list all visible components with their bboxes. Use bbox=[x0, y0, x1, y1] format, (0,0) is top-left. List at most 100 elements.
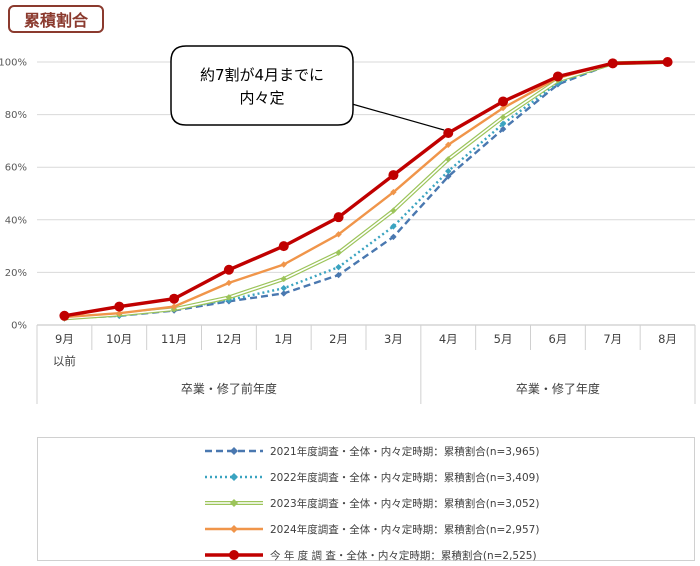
legend-entry: 2021年度調査・全体・内々定時期：累積割合(n=3,965) bbox=[38, 442, 694, 462]
y-tick-label: 20% bbox=[5, 268, 27, 279]
x-tick-label: 12月 bbox=[216, 332, 242, 346]
y-tick-label: 0% bbox=[11, 321, 27, 332]
legend-label: 2022年度調査・全体・内々定時期：累積割合(n=3,409) bbox=[270, 472, 540, 484]
data-point bbox=[116, 309, 123, 317]
x-tick-label: 6月 bbox=[549, 332, 568, 346]
gridlines bbox=[37, 61, 695, 326]
data-point bbox=[499, 125, 507, 133]
y-axis-ticks: 0% 20% 40% 60% 80% 100% bbox=[0, 58, 27, 332]
data-point bbox=[280, 284, 287, 292]
legend-swatch bbox=[205, 447, 263, 455]
data-point bbox=[335, 231, 342, 238]
y-tick-label: 60% bbox=[5, 163, 27, 174]
callout-bubble bbox=[170, 45, 354, 126]
legend-entry: 2022年度調査・全体・内々定時期：累積割合(n=3,409) bbox=[38, 468, 694, 488]
x-tick-label: 9月 bbox=[55, 332, 74, 346]
y-tick-label: 40% bbox=[5, 215, 27, 226]
x-group-label: 卒業・修了年度 bbox=[516, 381, 600, 396]
data-point bbox=[170, 303, 178, 310]
legend-entry: 2023年度調査・全体・内々定時期：累積割合(n=3,052) bbox=[38, 494, 694, 514]
data-point bbox=[230, 447, 238, 455]
legend: 2021年度調査・全体・内々定時期：累積割合(n=3,965) 2022年度調査・… bbox=[37, 437, 695, 562]
series bbox=[59, 57, 673, 321]
callout-pointer bbox=[344, 101, 445, 131]
data-point bbox=[335, 249, 342, 256]
series-line-inner bbox=[64, 61, 668, 320]
series bbox=[61, 58, 671, 321]
data-point bbox=[278, 241, 289, 252]
data-point bbox=[335, 263, 342, 271]
data-point bbox=[499, 120, 507, 128]
series bbox=[61, 58, 671, 322]
legend-entry: 今 年 度 調 査・全体・内々定時期：累積割合(n=2,525) bbox=[38, 546, 694, 566]
x-tick-label: 7月 bbox=[603, 332, 622, 346]
legend-swatch bbox=[205, 525, 263, 533]
series-line bbox=[64, 60, 668, 320]
series-line bbox=[64, 60, 668, 321]
legend-label: 2023年度調査・全体・内々定時期：累積割合(n=3,052) bbox=[270, 498, 540, 510]
data-point bbox=[230, 499, 238, 507]
data-point bbox=[445, 156, 452, 163]
data-point bbox=[443, 128, 454, 139]
callout-line-1: 約7割が4月までに bbox=[200, 66, 324, 84]
data-point bbox=[445, 141, 452, 149]
data-point bbox=[230, 525, 238, 533]
series bbox=[61, 58, 671, 322]
data-point bbox=[280, 275, 287, 283]
x-tick-label: 8月 bbox=[658, 332, 677, 346]
data-point bbox=[333, 212, 344, 223]
data-point bbox=[499, 114, 507, 121]
data-point bbox=[223, 264, 234, 275]
legend-entry: 2024年度調査・全体・内々定時期：累積割合(n=2,957) bbox=[38, 520, 694, 540]
data-point bbox=[662, 57, 673, 67]
x-tick-label: 1月 bbox=[274, 332, 293, 346]
x-tick-label: 5月 bbox=[494, 332, 513, 346]
legend-swatch bbox=[205, 499, 263, 507]
data-point bbox=[552, 71, 563, 82]
data-point bbox=[230, 473, 238, 481]
data-point bbox=[280, 261, 287, 268]
data-point bbox=[390, 188, 397, 196]
callout-line-2: 内々定 bbox=[239, 89, 284, 107]
data-point bbox=[498, 96, 509, 107]
x-group-label: 卒業・修了前年度 bbox=[181, 381, 277, 396]
data-point bbox=[390, 223, 397, 230]
legend-swatch bbox=[205, 473, 263, 481]
data-point bbox=[445, 173, 452, 180]
data-point bbox=[607, 58, 618, 69]
y-tick-label: 100% bbox=[0, 58, 27, 69]
data-point bbox=[390, 207, 397, 214]
data-point bbox=[388, 170, 399, 181]
series-line bbox=[64, 60, 668, 318]
x-tick-label: 3月 bbox=[384, 332, 403, 346]
series bbox=[61, 58, 671, 322]
legend-label: 今 年 度 調 査・全体・内々定時期：累積割合(n=2,525) bbox=[270, 550, 537, 562]
x-tick-label: 11月 bbox=[161, 332, 187, 346]
legend-swatch bbox=[205, 550, 263, 560]
data-point bbox=[335, 271, 342, 279]
data-point bbox=[280, 290, 287, 297]
data-point bbox=[499, 104, 507, 112]
y-tick-label: 80% bbox=[5, 110, 27, 121]
chart-title-tag: 累積割合 bbox=[8, 5, 105, 33]
data-point bbox=[229, 550, 239, 560]
data-point bbox=[59, 310, 70, 321]
data-point bbox=[225, 279, 233, 287]
x-tick-label: 10月 bbox=[106, 332, 132, 346]
legend-label: 2021年度調査・全体・内々定時期：累積割合(n=3,965) bbox=[270, 446, 540, 458]
x-tick-label: 4月 bbox=[439, 332, 458, 346]
callout: 約7割が4月までに 内々定 bbox=[170, 45, 445, 131]
series-lines bbox=[59, 57, 673, 322]
x-tick-label: 2月 bbox=[329, 332, 348, 346]
data-point bbox=[445, 167, 452, 175]
legend-label: 2024年度調査・全体・内々定時期：累積割合(n=2,957) bbox=[270, 524, 540, 536]
series-line bbox=[64, 60, 668, 319]
data-point bbox=[114, 301, 125, 312]
data-point bbox=[390, 233, 397, 241]
data-point bbox=[225, 294, 233, 301]
series-line bbox=[64, 60, 668, 320]
data-point bbox=[169, 293, 180, 304]
x-tick-sublabel: 以前 bbox=[53, 354, 76, 368]
